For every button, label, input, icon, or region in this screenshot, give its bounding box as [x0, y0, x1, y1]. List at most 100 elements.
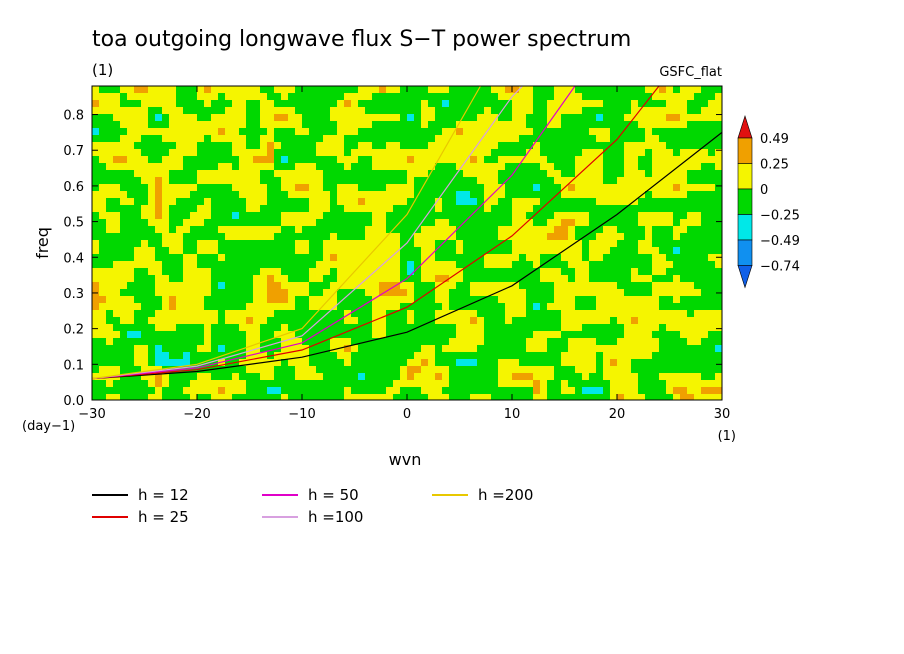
- field-cell: [449, 268, 456, 275]
- field-cell: [694, 380, 701, 387]
- field-cell: [414, 240, 421, 247]
- field-cell: [666, 114, 673, 121]
- field-cell: [337, 240, 344, 247]
- field-cell: [645, 303, 652, 310]
- field-cell: [631, 338, 638, 345]
- field-cell: [519, 114, 526, 121]
- field-cell: [337, 107, 344, 114]
- field-cell: [533, 261, 540, 268]
- field-cell: [624, 149, 631, 156]
- field-cell: [274, 170, 281, 177]
- field-cell: [652, 156, 659, 163]
- field-cell: [687, 163, 694, 170]
- field-cell: [582, 317, 589, 324]
- field-cell: [610, 366, 617, 373]
- field-cell: [218, 163, 225, 170]
- field-cell: [379, 233, 386, 240]
- field-cell: [533, 366, 540, 373]
- field-cell: [218, 380, 225, 387]
- field-cell: [169, 317, 176, 324]
- field-cell: [589, 366, 596, 373]
- field-cell: [393, 142, 400, 149]
- field-cell: [267, 282, 274, 289]
- field-cell: [554, 331, 561, 338]
- field-cell: [610, 240, 617, 247]
- field-cell: [589, 338, 596, 345]
- field-cell: [582, 191, 589, 198]
- field-cell: [638, 212, 645, 219]
- field-cell: [666, 93, 673, 100]
- field-cell: [715, 163, 722, 170]
- field-cell: [540, 380, 547, 387]
- field-cell: [260, 373, 267, 380]
- field-cell: [568, 226, 575, 233]
- field-cell: [540, 156, 547, 163]
- field-cell: [127, 114, 134, 121]
- field-cell: [267, 296, 274, 303]
- field-cell: [239, 359, 246, 366]
- field-cell: [638, 121, 645, 128]
- field-cell: [442, 261, 449, 268]
- field-cell: [204, 317, 211, 324]
- field-cell: [512, 114, 519, 121]
- field-cell: [330, 107, 337, 114]
- field-cell: [505, 296, 512, 303]
- field-cell: [505, 128, 512, 135]
- field-cell: [421, 149, 428, 156]
- field-cell: [526, 156, 533, 163]
- field-cell: [183, 184, 190, 191]
- field-cell: [253, 359, 260, 366]
- field-cell: [246, 93, 253, 100]
- field-cell: [708, 254, 715, 261]
- field-cell: [561, 275, 568, 282]
- field-cell: [652, 345, 659, 352]
- field-cell: [176, 317, 183, 324]
- field-cell: [92, 303, 99, 310]
- x-axis-label: wvn: [389, 450, 422, 469]
- field-cell: [267, 359, 274, 366]
- field-cell: [351, 93, 358, 100]
- field-cell: [99, 268, 106, 275]
- field-cell: [477, 170, 484, 177]
- field-cell: [449, 149, 456, 156]
- field-cell: [680, 114, 687, 121]
- field-cell: [680, 86, 687, 93]
- field-cell: [204, 338, 211, 345]
- field-cell: [680, 282, 687, 289]
- field-cell: [302, 282, 309, 289]
- field-cell: [176, 156, 183, 163]
- x-tick-label: 10: [504, 407, 521, 422]
- field-cell: [183, 359, 190, 366]
- field-cell: [393, 275, 400, 282]
- field-cell: [148, 170, 155, 177]
- field-cell: [351, 205, 358, 212]
- field-cell: [148, 380, 155, 387]
- field-cell: [638, 107, 645, 114]
- field-cell: [323, 254, 330, 261]
- field-cell: [659, 219, 666, 226]
- field-cell: [260, 289, 267, 296]
- field-cell: [274, 352, 281, 359]
- field-cell: [442, 135, 449, 142]
- field-cell: [694, 373, 701, 380]
- field-cell: [148, 254, 155, 261]
- field-cell: [120, 107, 127, 114]
- field-cell: [631, 296, 638, 303]
- field-cell: [106, 275, 113, 282]
- field-cell: [407, 163, 414, 170]
- field-cell: [505, 303, 512, 310]
- field-cell: [365, 233, 372, 240]
- field-cell: [666, 184, 673, 191]
- field-cell: [113, 142, 120, 149]
- field-cell: [344, 359, 351, 366]
- field-cell: [407, 261, 414, 268]
- field-cell: [449, 310, 456, 317]
- field-cell: [295, 247, 302, 254]
- field-cell: [533, 240, 540, 247]
- field-cell: [99, 289, 106, 296]
- field-cell: [575, 191, 582, 198]
- field-cell: [183, 303, 190, 310]
- field-cell: [638, 394, 645, 400]
- field-cell: [365, 142, 372, 149]
- field-cell: [456, 149, 463, 156]
